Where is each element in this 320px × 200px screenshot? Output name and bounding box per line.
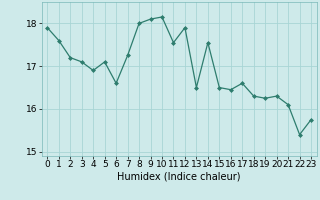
X-axis label: Humidex (Indice chaleur): Humidex (Indice chaleur) [117,172,241,182]
